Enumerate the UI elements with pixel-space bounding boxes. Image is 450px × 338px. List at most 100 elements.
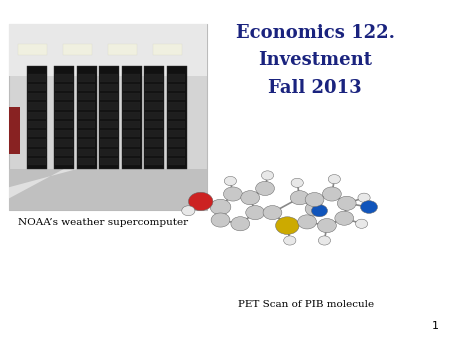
Circle shape <box>231 217 250 231</box>
Bar <box>76 66 97 169</box>
Bar <box>123 112 140 119</box>
Bar <box>100 102 118 110</box>
Bar <box>78 139 95 147</box>
Bar <box>145 74 163 81</box>
Circle shape <box>323 187 341 201</box>
Bar <box>123 158 140 165</box>
Bar <box>28 83 46 91</box>
Circle shape <box>328 174 341 184</box>
Bar <box>168 74 185 81</box>
Circle shape <box>246 206 265 220</box>
Bar <box>100 121 118 128</box>
Bar <box>100 93 118 100</box>
Circle shape <box>335 211 354 225</box>
Bar <box>122 66 142 169</box>
Bar <box>145 158 163 165</box>
Bar <box>145 130 163 137</box>
Bar <box>168 149 185 156</box>
Circle shape <box>224 187 242 201</box>
Bar <box>123 83 140 91</box>
Circle shape <box>360 201 378 213</box>
Bar <box>63 44 92 55</box>
Bar <box>100 112 118 119</box>
Bar <box>99 66 119 169</box>
Circle shape <box>305 193 324 207</box>
Bar <box>55 83 73 91</box>
Bar <box>145 139 163 147</box>
Bar <box>55 149 73 156</box>
Bar <box>27 66 47 169</box>
Bar <box>123 102 140 110</box>
Circle shape <box>182 206 195 216</box>
Bar <box>168 130 185 137</box>
Bar <box>28 130 46 137</box>
Bar <box>54 66 74 169</box>
Circle shape <box>311 205 328 217</box>
Circle shape <box>275 217 299 235</box>
Circle shape <box>241 191 260 205</box>
Text: 1: 1 <box>432 321 439 331</box>
Bar <box>9 107 20 154</box>
Circle shape <box>211 213 230 227</box>
Bar <box>123 93 140 100</box>
Bar <box>153 44 182 55</box>
Circle shape <box>305 202 324 216</box>
Bar <box>9 24 207 210</box>
Bar <box>166 66 187 169</box>
Circle shape <box>224 176 237 186</box>
Bar <box>145 149 163 156</box>
Bar <box>78 158 95 165</box>
Bar <box>78 121 95 128</box>
Bar <box>100 83 118 91</box>
Bar <box>123 139 140 147</box>
Bar <box>100 139 118 147</box>
Bar <box>145 93 163 100</box>
Bar <box>168 139 185 147</box>
Bar <box>168 112 185 119</box>
Bar <box>78 83 95 91</box>
Circle shape <box>256 182 274 195</box>
Circle shape <box>338 196 356 210</box>
Bar <box>28 93 46 100</box>
Bar <box>100 158 118 165</box>
Bar <box>28 74 46 81</box>
Circle shape <box>210 199 231 215</box>
Bar <box>145 83 163 91</box>
Circle shape <box>290 191 309 205</box>
Text: Economics 122.
Investment
Fall 2013: Economics 122. Investment Fall 2013 <box>235 24 395 97</box>
Circle shape <box>358 193 370 202</box>
Circle shape <box>356 219 368 228</box>
Circle shape <box>298 215 316 229</box>
Circle shape <box>263 206 282 220</box>
Bar <box>55 102 73 110</box>
Bar <box>28 158 46 165</box>
Bar <box>55 121 73 128</box>
Bar <box>55 158 73 165</box>
Circle shape <box>318 219 336 233</box>
Bar <box>78 102 95 110</box>
Bar <box>55 112 73 119</box>
Bar <box>55 139 73 147</box>
Polygon shape <box>9 169 207 210</box>
Bar <box>145 112 163 119</box>
Bar <box>78 149 95 156</box>
Bar <box>55 74 73 81</box>
Bar <box>144 66 164 169</box>
Bar <box>78 130 95 137</box>
Bar <box>28 139 46 147</box>
Bar <box>78 74 95 81</box>
Circle shape <box>261 171 274 180</box>
Bar <box>108 44 137 55</box>
Bar <box>55 130 73 137</box>
Bar <box>55 93 73 100</box>
Bar <box>28 102 46 110</box>
Bar <box>78 93 95 100</box>
Polygon shape <box>9 169 78 198</box>
Bar <box>168 93 185 100</box>
Bar <box>123 74 140 81</box>
Bar <box>123 121 140 128</box>
Circle shape <box>318 236 331 245</box>
Bar <box>9 24 207 76</box>
Bar <box>78 112 95 119</box>
Bar <box>168 83 185 91</box>
